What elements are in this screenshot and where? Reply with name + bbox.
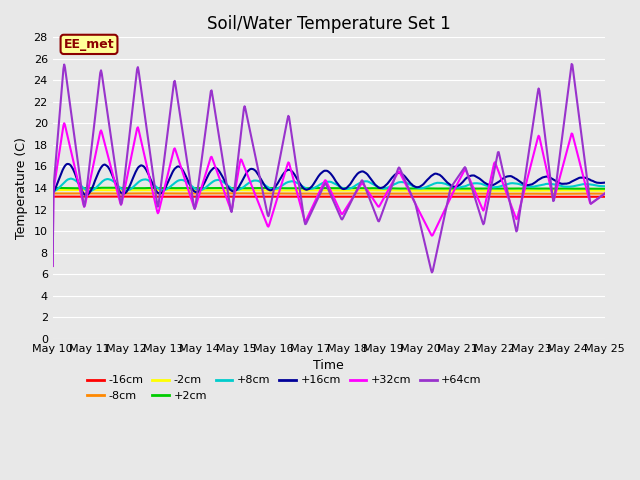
+64cm	[116, 193, 124, 199]
-2cm	[601, 188, 609, 193]
-8cm	[236, 191, 244, 196]
+16cm	[117, 190, 125, 195]
+16cm	[173, 164, 181, 170]
+2cm	[413, 186, 420, 192]
+8cm	[601, 183, 609, 189]
-8cm	[49, 191, 56, 196]
+16cm	[413, 184, 421, 190]
+16cm	[83, 192, 90, 198]
+64cm	[428, 270, 436, 276]
+8cm	[413, 185, 420, 191]
Line: +16cm: +16cm	[52, 164, 605, 195]
+2cm	[172, 185, 180, 191]
+32cm	[601, 191, 609, 196]
-2cm	[413, 188, 420, 193]
-16cm	[564, 194, 572, 200]
-8cm	[116, 191, 124, 196]
+2cm	[583, 186, 591, 192]
+64cm	[172, 82, 179, 88]
+64cm	[59, 75, 67, 81]
+8cm	[67, 176, 75, 181]
-2cm	[49, 187, 56, 193]
+16cm	[63, 161, 71, 167]
+8cm	[49, 189, 56, 194]
-16cm	[59, 194, 67, 200]
Line: -8cm: -8cm	[52, 193, 605, 194]
+16cm	[601, 180, 609, 185]
-16cm	[413, 194, 420, 200]
+2cm	[601, 186, 609, 192]
Title: Soil/Water Temperature Set 1: Soil/Water Temperature Set 1	[207, 15, 451, 33]
+8cm	[397, 179, 404, 185]
Y-axis label: Temperature (C): Temperature (C)	[15, 137, 28, 239]
-2cm	[397, 188, 404, 193]
Legend: -16cm, -8cm, -2cm, +2cm, +8cm, +16cm, +32cm, +64cm: -16cm, -8cm, -2cm, +2cm, +8cm, +16cm, +3…	[83, 371, 486, 406]
+2cm	[109, 185, 117, 191]
-2cm	[116, 188, 124, 193]
+16cm	[49, 191, 56, 196]
+8cm	[59, 181, 67, 187]
X-axis label: Time: Time	[313, 359, 344, 372]
-8cm	[59, 191, 67, 196]
+64cm	[396, 165, 403, 171]
+32cm	[202, 172, 209, 178]
Line: +8cm: +8cm	[52, 179, 605, 192]
-16cm	[202, 194, 209, 200]
-8cm	[413, 191, 420, 196]
-2cm	[202, 188, 209, 193]
+64cm	[49, 263, 56, 269]
+16cm	[59, 167, 67, 173]
-8cm	[601, 191, 609, 196]
Line: +64cm: +64cm	[52, 64, 605, 273]
+2cm	[397, 186, 404, 192]
+64cm	[201, 134, 209, 140]
-16cm	[397, 194, 404, 200]
Line: +2cm: +2cm	[52, 188, 605, 189]
-16cm	[125, 193, 133, 199]
+32cm	[49, 263, 56, 269]
Line: -2cm: -2cm	[52, 190, 605, 191]
+32cm	[116, 200, 124, 206]
+2cm	[49, 185, 56, 191]
-8cm	[397, 191, 404, 196]
-8cm	[172, 191, 179, 196]
+2cm	[116, 185, 124, 191]
+64cm	[601, 191, 609, 196]
+64cm	[568, 61, 575, 67]
Line: +32cm: +32cm	[52, 123, 605, 266]
+64cm	[412, 203, 420, 208]
+32cm	[397, 171, 404, 177]
Text: EE_met: EE_met	[64, 38, 115, 51]
-8cm	[550, 191, 558, 197]
+32cm	[172, 150, 180, 156]
-16cm	[49, 194, 56, 200]
-8cm	[201, 191, 209, 196]
-2cm	[172, 187, 180, 193]
-2cm	[498, 188, 506, 193]
+8cm	[202, 185, 209, 191]
+8cm	[172, 179, 180, 185]
+32cm	[60, 120, 68, 126]
+32cm	[413, 204, 420, 209]
+16cm	[202, 176, 210, 182]
-2cm	[59, 187, 67, 193]
-16cm	[116, 194, 124, 200]
-2cm	[66, 187, 74, 193]
+2cm	[59, 185, 67, 191]
+2cm	[202, 185, 209, 191]
+32cm	[59, 128, 67, 133]
-16cm	[601, 194, 609, 200]
-16cm	[172, 194, 180, 200]
+8cm	[116, 185, 124, 191]
+16cm	[397, 170, 405, 176]
